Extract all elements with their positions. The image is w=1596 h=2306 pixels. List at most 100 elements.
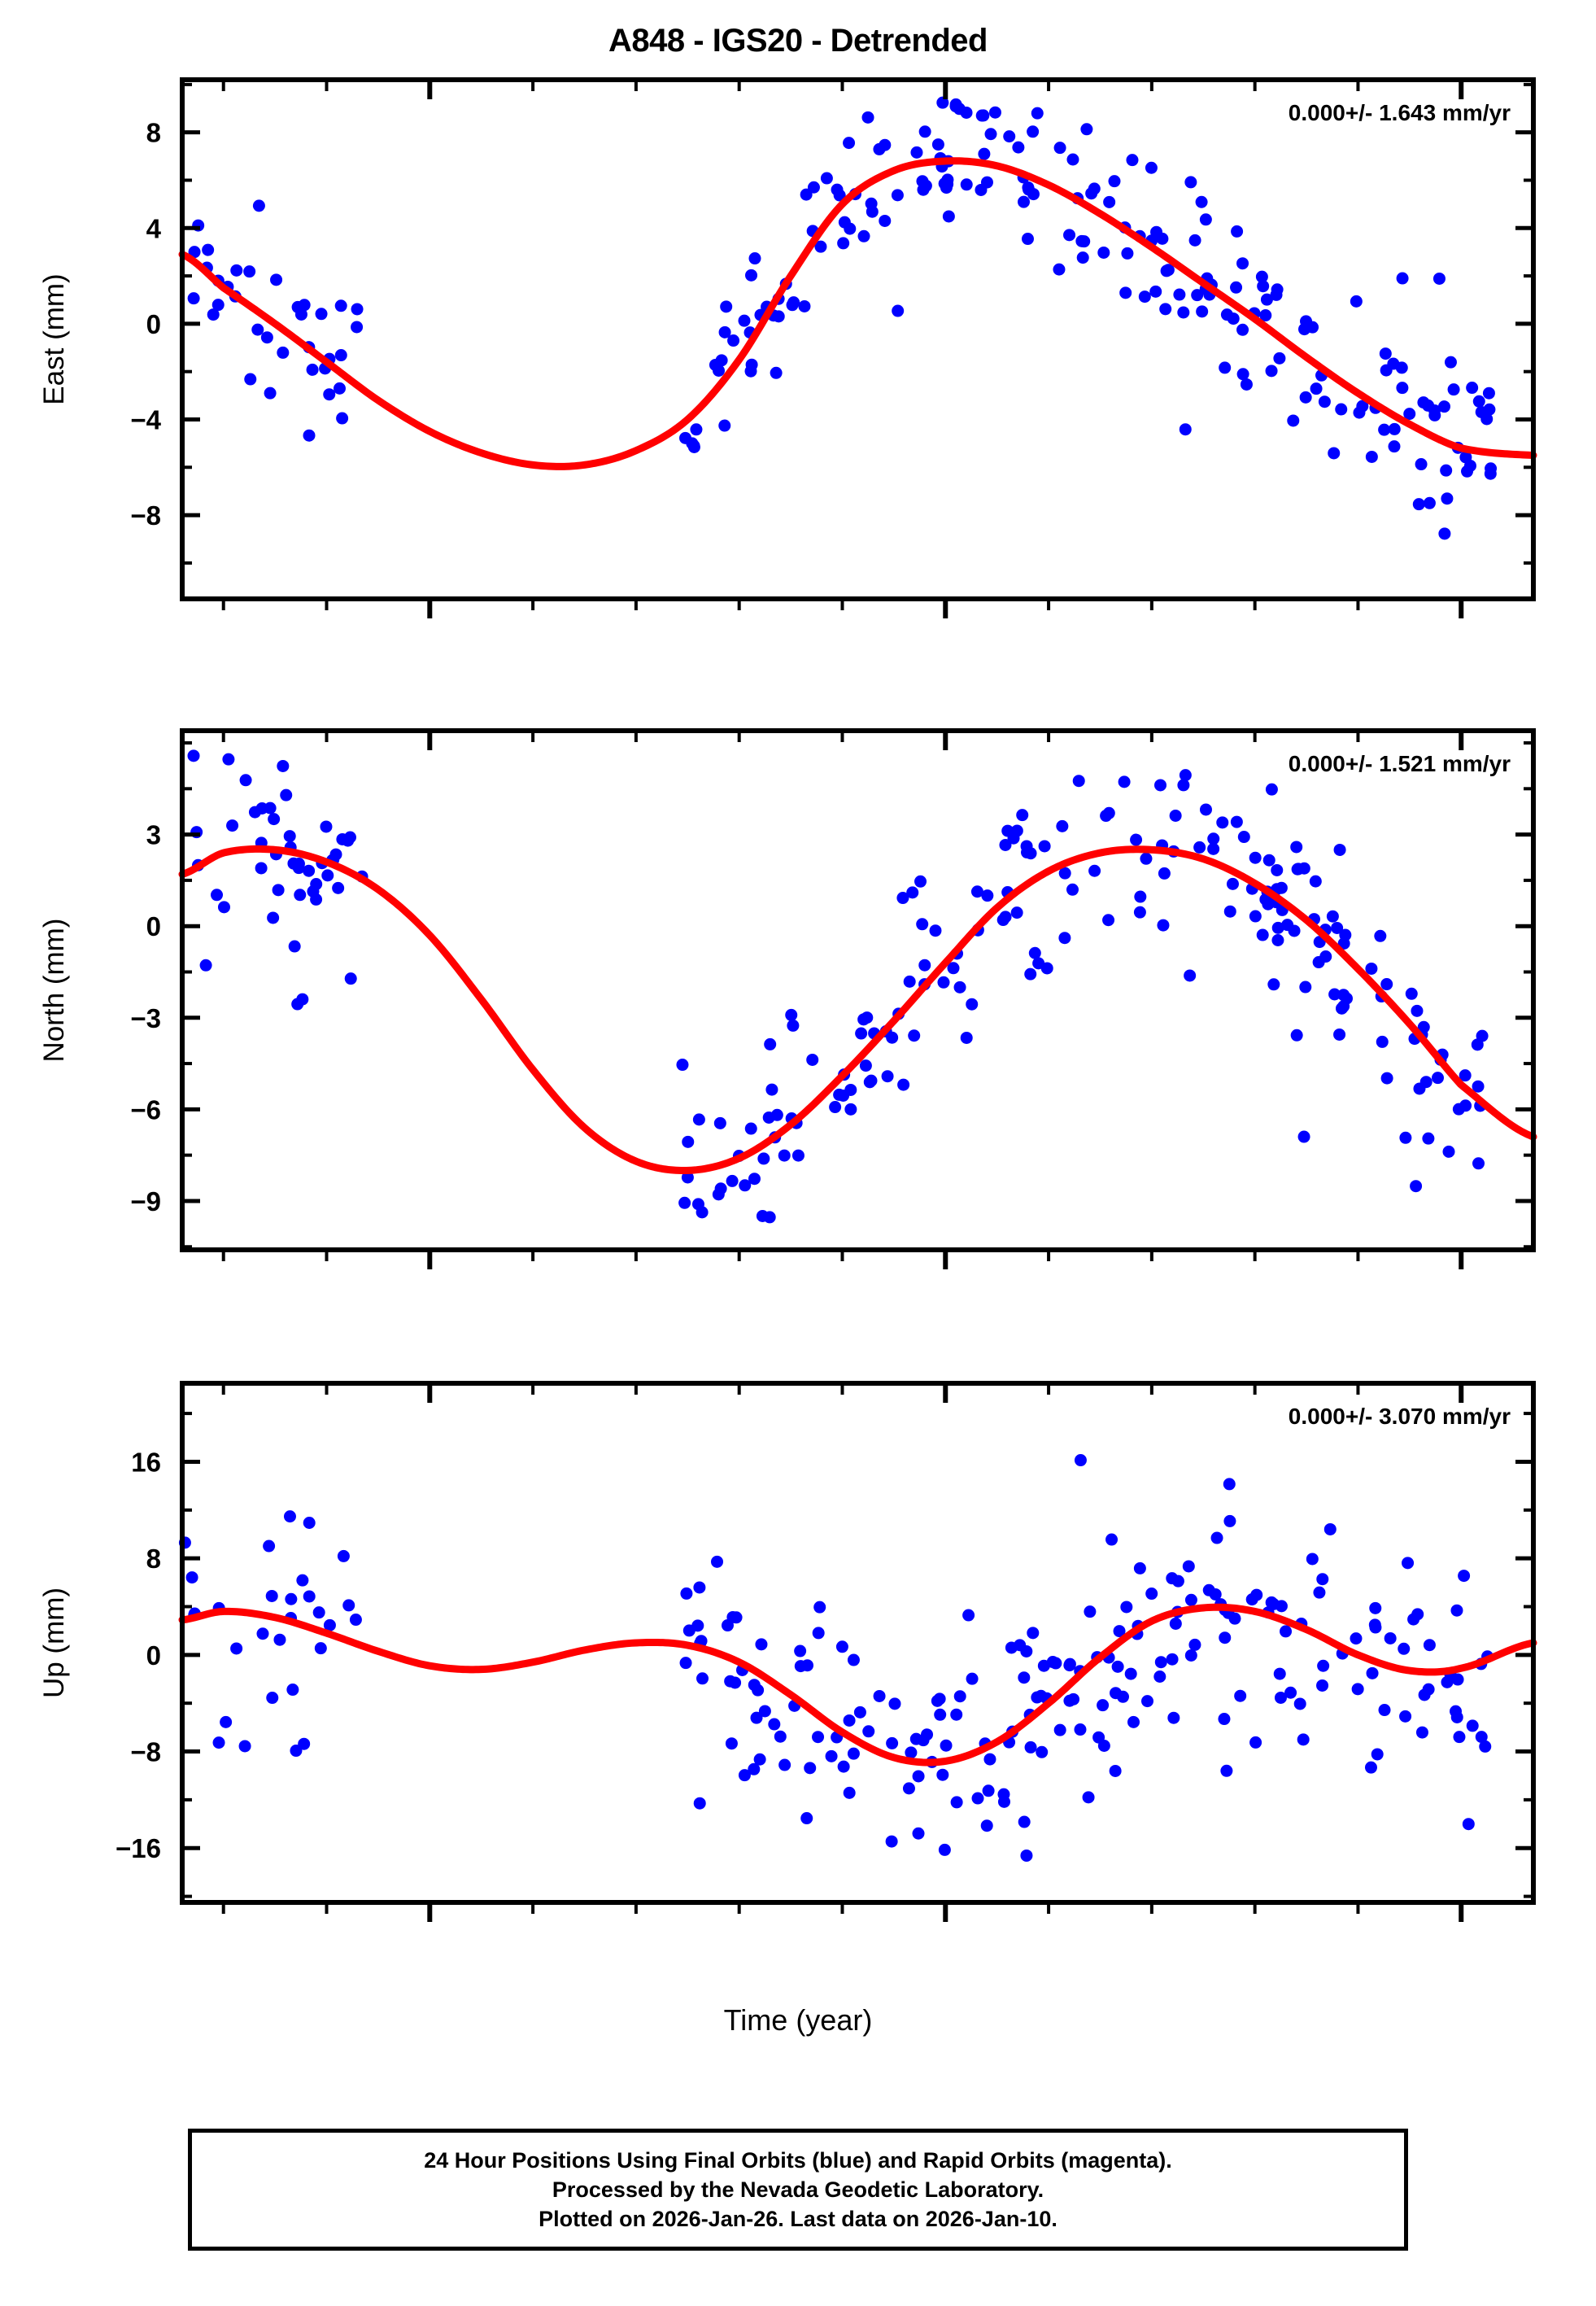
data-point: [1262, 854, 1275, 867]
data-point: [721, 1619, 734, 1632]
data-point: [936, 96, 949, 109]
data-point: [1177, 779, 1190, 792]
data-point: [211, 889, 224, 902]
data-point: [1108, 175, 1121, 188]
data-point: [960, 178, 973, 191]
data-point: [997, 1795, 1010, 1808]
data-point: [971, 1792, 984, 1805]
data-point: [1438, 527, 1451, 540]
data-point: [283, 1510, 296, 1523]
data-point: [1328, 447, 1341, 460]
data-point: [1376, 1035, 1389, 1048]
data-point: [1169, 809, 1182, 822]
data-point: [1133, 906, 1146, 919]
data-point: [1053, 1723, 1066, 1736]
data-point: [1240, 378, 1253, 391]
data-point: [332, 881, 345, 894]
plot-area-north: 30−3−6−92025.02025.52026.0North (mm)0.00…: [38, 728, 1537, 1269]
data-point: [711, 1555, 724, 1568]
data-point: [1109, 1764, 1122, 1777]
model-fit-line: [178, 1603, 1537, 1767]
data-point: [1223, 1514, 1236, 1527]
data-point: [1119, 286, 1132, 299]
data-point: [1010, 906, 1023, 919]
footer-line-2: Processed by the Nevada Geodetic Laborat…: [552, 2177, 1044, 2202]
data-point: [1380, 364, 1393, 377]
data-point: [1167, 1711, 1180, 1724]
data-point: [800, 1812, 813, 1825]
data-point: [1130, 833, 1143, 846]
y-tick-label: −6: [130, 1094, 161, 1125]
data-point: [1024, 1740, 1037, 1754]
data-point: [857, 1013, 870, 1026]
data-point: [1207, 842, 1220, 855]
y-tick-label: −4: [130, 404, 161, 435]
data-point: [738, 1769, 751, 1782]
data-point: [320, 820, 333, 833]
data-point: [837, 1090, 850, 1102]
data-point: [885, 1835, 898, 1848]
data-point: [1398, 1642, 1411, 1655]
data-point: [1396, 382, 1409, 395]
data-point: [859, 1059, 872, 1072]
data-point: [1103, 195, 1116, 208]
y-tick-label: 4: [146, 213, 162, 243]
data-point: [953, 103, 966, 116]
data-point: [755, 1638, 768, 1651]
data-point: [1418, 1688, 1431, 1701]
data-point: [1159, 303, 1172, 316]
rate-annotation-north: 0.000+/- 1.521 mm/yr: [1289, 751, 1511, 776]
data-point: [336, 832, 349, 845]
data-point: [718, 419, 731, 432]
data-point: [1196, 305, 1209, 318]
data-point: [1149, 285, 1162, 298]
data-point: [303, 1517, 316, 1529]
y-tick-label: −3: [130, 1003, 161, 1033]
data-point: [886, 1736, 899, 1749]
data-point: [1191, 289, 1204, 302]
data-point: [863, 1076, 876, 1089]
data-point: [800, 188, 813, 201]
data-point: [1371, 1748, 1384, 1761]
y-tick-label: 8: [146, 1544, 161, 1574]
data-point: [298, 299, 311, 312]
data-point: [978, 147, 991, 160]
data-point: [1027, 188, 1040, 201]
data-point: [1016, 809, 1029, 822]
data-point: [1388, 422, 1401, 435]
data-point: [999, 838, 1012, 851]
data-point: [323, 1618, 336, 1631]
data-point: [333, 382, 346, 395]
data-point: [1230, 815, 1243, 828]
data-point: [966, 1672, 979, 1685]
data-point: [1379, 347, 1392, 360]
data-point: [909, 1732, 922, 1745]
data-point: [1032, 957, 1045, 970]
data-point: [837, 237, 850, 250]
data-point: [1265, 783, 1278, 796]
data-point: [794, 1660, 807, 1673]
data-point: [1027, 1627, 1040, 1640]
data-point: [1219, 361, 1232, 374]
data-point: [984, 128, 997, 141]
data-point: [298, 1737, 311, 1750]
data-point: [1399, 1131, 1412, 1144]
data-point: [1133, 1561, 1146, 1574]
data-point: [950, 1708, 963, 1721]
data-point: [1216, 816, 1229, 829]
data-point: [1350, 295, 1363, 308]
data-point: [1209, 1588, 1222, 1601]
data-point: [1306, 1553, 1319, 1566]
x-axis-title: Time (year): [723, 2003, 873, 2037]
data-point: [785, 1008, 798, 1021]
data-point: [1121, 247, 1134, 260]
data-point: [837, 1760, 850, 1773]
data-point: [980, 176, 993, 189]
data-point: [879, 214, 892, 227]
data-point: [199, 959, 212, 972]
rate-annotation-east: 0.000+/- 1.643 mm/yr: [1289, 100, 1511, 125]
data-point: [1120, 1601, 1133, 1614]
data-point: [260, 331, 273, 344]
data-point: [290, 1745, 303, 1758]
